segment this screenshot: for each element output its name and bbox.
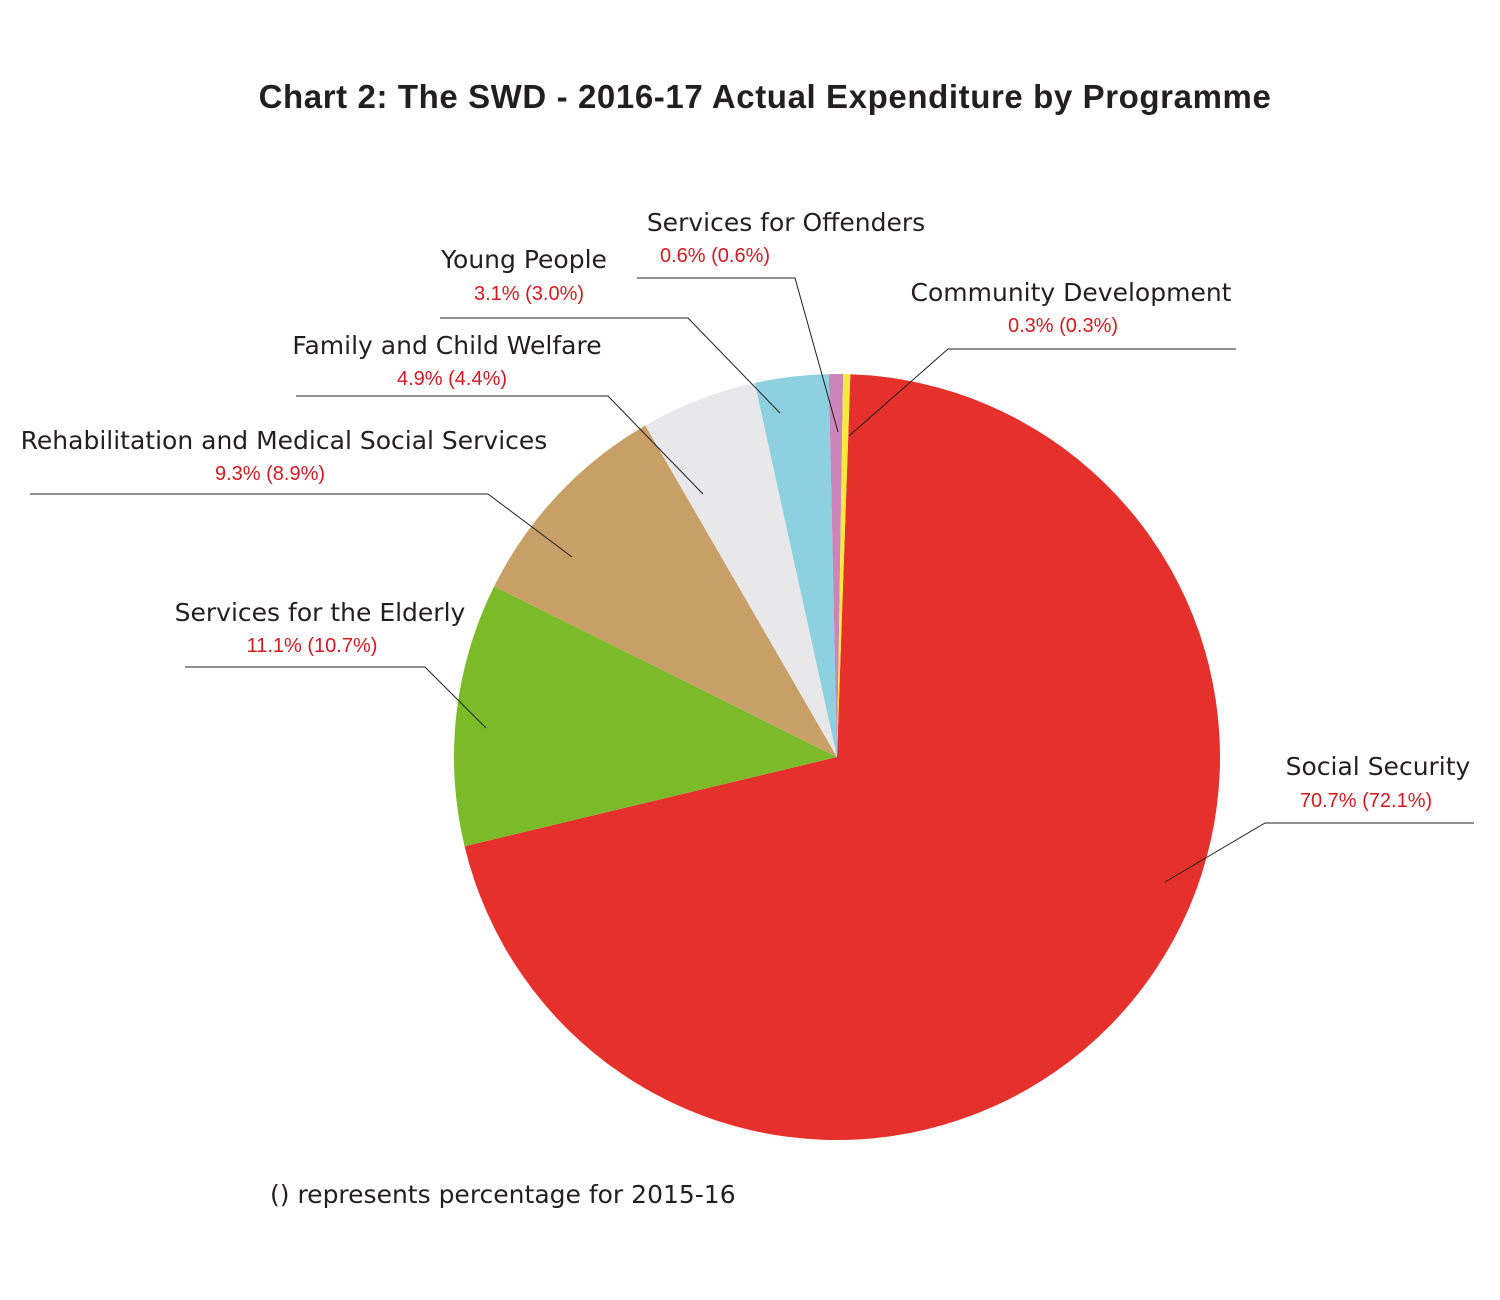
slice-value-young-people: 3.1% (3.0%) [474,283,584,305]
slice-label-young-people: Young People [440,245,607,274]
leader-line-services-for-the-elderly [185,666,487,729]
pie-slice-services-for-the-elderly [454,586,837,847]
leader-line-community-development [848,348,1236,437]
pie-slice-community-development [837,374,851,757]
slice-label-services-for-the-elderly: Services for the Elderly [175,598,466,627]
leader-line-services-for-offenders [637,277,839,433]
pie-slice-social-security [464,374,1220,1140]
slice-value-social-security: 70.7% (72.1%) [1300,790,1432,812]
chart-footnote: () represents percentage for 2015-16 [270,1180,736,1209]
pie-slice-rehabilitation-and-medical-social-services [494,425,837,757]
leader-line-rehabilitation-and-medical-social-services [30,493,573,558]
slice-label-social-security: Social Security [1286,752,1471,781]
slice-value-services-for-offenders: 0.6% (0.6%) [660,245,770,267]
leader-line-young-people [440,317,781,414]
slice-value-services-for-the-elderly: 11.1% (10.7%) [247,635,378,657]
slice-label-rehabilitation-and-medical-social-services: Rehabilitation and Medical Social Servic… [21,426,548,455]
slice-value-community-development: 0.3% (0.3%) [1008,315,1118,337]
slice-value-family-and-child-welfare: 4.9% (4.4%) [397,368,507,390]
leader-line-social-security [1164,822,1474,883]
leader-line-family-and-child-welfare [296,395,704,495]
slice-label-community-development: Community Development [911,278,1232,307]
chart-title: Chart 2: The SWD - 2016-17 Actual Expend… [258,78,1272,115]
pie-slice-young-people [754,374,837,757]
pie-slice-services-for-offenders [828,374,844,757]
pie-slice-family-and-child-welfare [645,382,837,757]
slice-label-family-and-child-welfare: Family and Child Welfare [292,331,601,360]
slice-label-services-for-offenders: Services for Offenders [647,208,925,237]
slice-value-rehabilitation-and-medical-social-services: 9.3% (8.9%) [215,463,325,485]
